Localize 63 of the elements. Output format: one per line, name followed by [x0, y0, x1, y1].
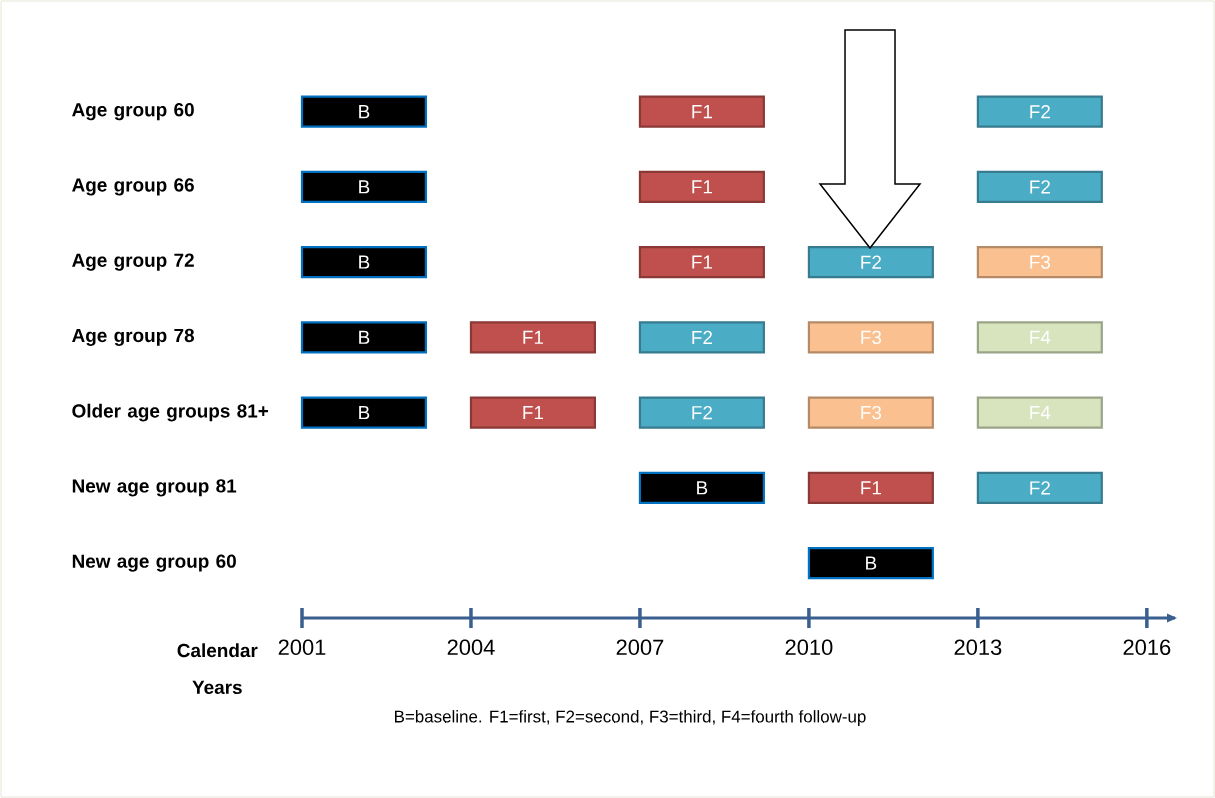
bar: [300, 170, 428, 204]
data-label: F1: [692, 180, 713, 194]
text: B=baseline. F1=first, F2=second, F3=third, F4=fourth follow-up: [395, 710, 866, 726]
x-tick-label: 2016: [1123, 639, 1171, 656]
y-tick-label: Older age groups 81+: [72, 403, 269, 422]
bar: [638, 95, 765, 128]
bar: [976, 170, 1103, 204]
bar: [807, 396, 934, 429]
y-tick-label: Age group 72: [72, 253, 194, 271]
bar: [976, 95, 1103, 128]
bar: [807, 471, 934, 504]
data-label: F4: [1030, 406, 1051, 420]
bar: [638, 321, 765, 354]
bar: [638, 170, 765, 204]
bar: [469, 396, 596, 429]
data-label: F1: [692, 105, 713, 119]
data-label: F3: [861, 330, 882, 345]
data-label: F1: [692, 255, 713, 269]
data-label: F1: [861, 481, 881, 495]
data-label: B: [359, 406, 370, 420]
data-label: B: [359, 255, 370, 269]
bar: [976, 321, 1103, 354]
data-label: F3: [861, 405, 882, 420]
bar: [300, 321, 428, 354]
y-tick-label: New age group 60: [72, 554, 236, 572]
data-label: F2: [1030, 481, 1050, 495]
data-label: B: [359, 330, 370, 344]
x-tick-label: 2001: [278, 639, 326, 656]
data-label: F2: [861, 255, 881, 269]
bar: [638, 396, 765, 429]
bar: [976, 471, 1103, 504]
data-label: F2: [1030, 180, 1050, 194]
bar: [300, 95, 428, 128]
data-label: B: [359, 180, 370, 194]
bar: [807, 321, 934, 354]
x-tick-label: 2004: [447, 639, 495, 656]
data-label: F2: [692, 330, 712, 344]
bar: [807, 245, 934, 279]
data-label: F2: [1030, 105, 1050, 119]
x-tick-label: 2007: [616, 639, 664, 656]
bar: [300, 245, 428, 279]
bar: [976, 245, 1103, 279]
data-label: B: [866, 556, 877, 570]
bar: [807, 546, 934, 580]
y-tick-label: New age group 81: [72, 479, 237, 497]
bar: [638, 471, 765, 504]
x-tick-label: 2010: [785, 639, 833, 656]
bar: [976, 396, 1103, 429]
y-tick-label: Age group 60: [72, 103, 194, 121]
y-tick-label: Age group 66: [72, 178, 194, 196]
data-label: F2: [692, 405, 712, 420]
y-tick-label: Age group 78: [72, 328, 195, 346]
data-label: B: [359, 105, 370, 119]
text: Calendar Years: [177, 643, 258, 695]
data-label: B: [697, 481, 708, 495]
bar: [300, 396, 428, 429]
data-label: F1: [523, 330, 544, 344]
bar: [638, 245, 765, 279]
data-label: F3: [1030, 255, 1051, 269]
bar: [469, 321, 596, 354]
x-tick-label: 2013: [954, 639, 1002, 656]
data-label: F4: [1030, 330, 1051, 344]
data-label: F1: [523, 406, 544, 420]
